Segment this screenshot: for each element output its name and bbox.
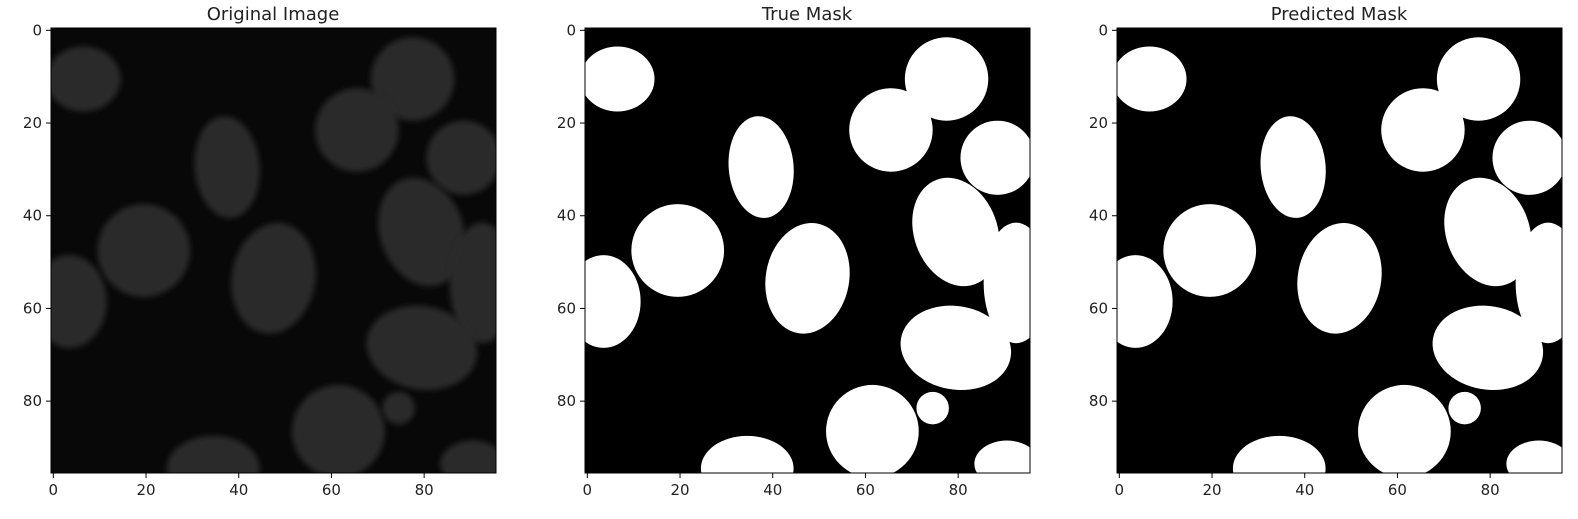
nucleus-blob [97,204,191,297]
mask-region [1260,116,1326,218]
mask-region [1117,255,1173,348]
x-tick-label: 60 [322,481,341,499]
nucleus-blob [51,46,121,112]
mask-region [960,120,1030,195]
x-tick-label: 0 [49,481,59,499]
x-tick-label: 80 [949,481,968,499]
nucleus-blob [231,223,316,334]
y-tick-label: 20 [1089,114,1108,132]
nucleus-blob [370,37,455,121]
x-tick-label: 60 [856,481,875,499]
mask-region [826,384,919,473]
y-tick-label: 40 [1089,207,1108,225]
nuclei-layer [51,37,496,473]
mask-region [1381,88,1465,172]
y-tick-label: 0 [566,21,576,39]
mask-region [1432,305,1544,391]
mask-region [631,204,725,297]
mask-region [1297,223,1382,334]
mask-layer [1117,37,1562,473]
mask-region [983,222,1030,344]
mask-region [1492,120,1562,195]
x-tick-label: 60 [1388,481,1407,499]
x-tick-label: 40 [763,481,782,499]
mask-region [765,223,850,334]
mask-region [1444,177,1532,287]
mask-region [1163,204,1257,297]
y-tick-label: 40 [23,207,42,225]
axes-frame [584,27,1031,474]
nucleus-blob [292,384,385,473]
y-tick-label: 0 [32,21,42,39]
mask-region [585,46,655,112]
panel-title: Predicted Mask [1271,4,1408,25]
x-axis: 0 20 40 60 80 [49,473,434,499]
nucleus-blob [315,88,399,172]
mask-region [916,391,949,425]
axes-frame [1116,27,1563,474]
nucleus-blob [440,440,496,473]
mask-region [912,177,1000,287]
mask-region [1448,391,1481,425]
y-tick-label: 60 [557,299,576,317]
x-tick-label: 40 [229,481,248,499]
axes-frame [50,27,497,474]
mask-region [900,305,1012,391]
x-tick-label: 0 [583,481,593,499]
x-tick-label: 40 [1295,481,1314,499]
mask-region [904,37,989,121]
mask-region [1232,435,1326,473]
y-tick-label: 20 [557,114,576,132]
y-tick-label: 60 [23,299,42,317]
mask-region [1515,222,1562,344]
nucleus-blob [426,120,496,195]
panel-true-mask: True Mask 0 20 40 60 80 0 20 40 60 80 [557,4,1031,499]
y-tick-label: 20 [23,114,42,132]
mask-region [1506,440,1562,473]
x-tick-label: 20 [136,481,155,499]
x-tick-label: 80 [415,481,434,499]
panel-title: True Mask [761,4,853,25]
nucleus-blob [51,255,107,348]
y-tick-label: 60 [1089,299,1108,317]
y-tick-label: 80 [1089,392,1108,410]
mask-region [849,88,933,172]
panel-predicted-mask: Predicted Mask 0 20 40 60 80 0 20 40 60 80 [1089,4,1563,499]
nucleus-blob [366,305,478,391]
nucleus-blob [382,391,415,425]
x-axis: 0 20 40 60 80 [583,473,968,499]
panel-title: Original Image [207,4,340,25]
y-tick-label: 80 [23,392,42,410]
mask-region [974,440,1030,473]
x-tick-label: 20 [1202,481,1221,499]
y-tick-label: 0 [1098,21,1108,39]
x-tick-label: 0 [1115,481,1125,499]
y-tick-label: 40 [557,207,576,225]
mask-region [700,435,794,473]
mask-region [1358,384,1451,473]
y-axis: 0 20 40 60 80 [557,21,585,410]
mask-layer [585,37,1030,473]
y-axis: 0 20 40 60 80 [1089,21,1117,410]
mask-region [1436,37,1521,121]
nucleus-blob [194,116,260,218]
mask-region [728,116,794,218]
nucleus-blob [166,435,260,473]
x-tick-label: 20 [670,481,689,499]
nucleus-blob [378,177,466,287]
mask-region [585,255,641,348]
x-axis: 0 20 40 60 80 [1115,473,1500,499]
mask-region [1117,46,1187,112]
panel-original-image: Original Image 0 20 40 60 80 0 20 40 60 80 [23,4,497,499]
y-tick-label: 80 [557,392,576,410]
y-axis: 0 20 40 60 80 [23,21,51,410]
nucleus-blob [449,222,496,344]
x-tick-label: 80 [1481,481,1500,499]
